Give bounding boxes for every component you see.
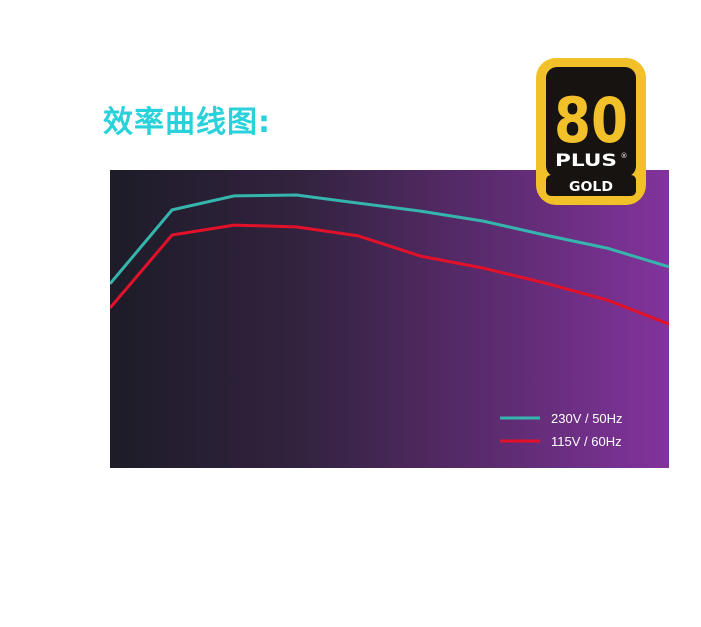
chart-background xyxy=(110,170,669,468)
badge-plus: PLUS xyxy=(555,151,617,171)
badge-inner-panel xyxy=(546,67,636,177)
badge-bottom-panel xyxy=(546,175,636,196)
series-layer xyxy=(110,193,669,326)
efficiency-chart: 230V / 50Hz 115V / 60Hz xyxy=(110,170,669,468)
series-line-0 xyxy=(110,193,669,285)
badge-registered-mark: ® xyxy=(621,152,628,160)
efficiency-chart-svg: 230V / 50Hz 115V / 60Hz xyxy=(110,170,669,468)
series-line-1 xyxy=(110,223,669,326)
80-plus-gold-badge: 80 PLUS ® GOLD xyxy=(536,58,646,205)
legend: 230V / 50Hz 115V / 60Hz xyxy=(500,411,623,449)
page-title: 效率曲线图: xyxy=(103,105,271,140)
legend-label-1: 115V / 60Hz xyxy=(551,434,622,449)
badge-number: 80 xyxy=(554,84,628,157)
legend-label-0: 230V / 50Hz xyxy=(551,411,623,426)
badge-tier: GOLD xyxy=(569,180,613,195)
80-plus-gold-logo: 80 PLUS ® GOLD xyxy=(536,58,646,205)
